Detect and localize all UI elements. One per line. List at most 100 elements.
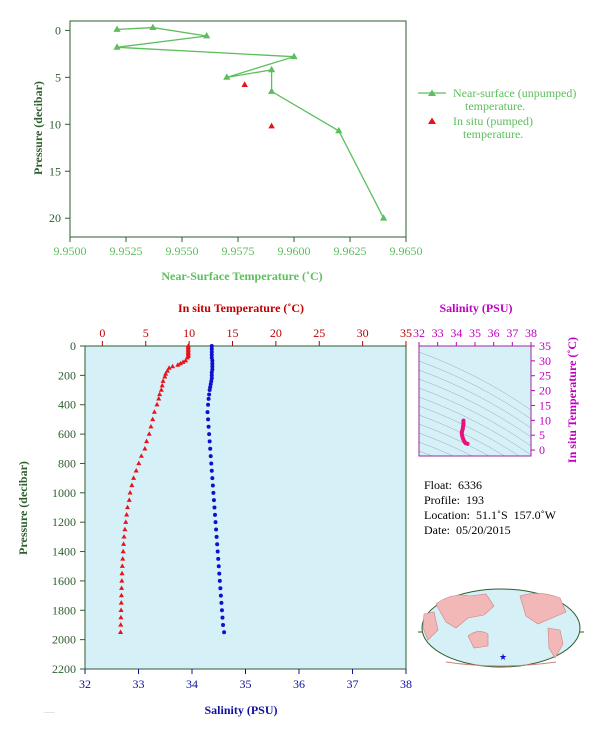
top-y-tick-label: 15 [49,164,61,178]
near-surface-point [113,43,121,50]
temperature-point [159,382,165,388]
salinity-tick-label: 32 [79,677,91,691]
near-surface-point [113,25,121,32]
near-surface-point [203,32,211,39]
top-y-tick-label: 10 [49,117,61,131]
profile-bottom-axis-label: Salinity (PSU) [204,703,277,717]
salinity-point [217,571,222,576]
temperature-point [118,622,124,627]
top-x-tick-label: 9.9550 [166,244,199,258]
temperature-point [156,396,162,401]
map-land-australia [467,631,489,649]
salinity-point [209,349,214,354]
ts-temp-tick-label: 15 [539,398,551,412]
temperature-point [158,387,164,392]
near-surface-point [268,87,276,94]
world-map: ★ [418,588,584,668]
salinity-point [211,490,216,495]
salinity-point [208,446,213,451]
top-y-axis-label: Pressure (decibar) [31,81,45,175]
salinity-tick-label: 38 [400,677,412,691]
salinity-point [221,622,226,627]
temperature-point [160,378,166,383]
temperature-point [120,548,126,554]
temp-tick-label: 10 [183,326,195,340]
salinity-tick-label: 33 [133,677,145,691]
profile-y-axis-label: Pressure (decibar) [16,461,30,555]
density-contour [419,423,490,456]
salinity-point [216,556,221,561]
density-contour [419,369,531,429]
temperature-point [127,490,133,495]
pressure-tick-label: 400 [58,398,76,412]
salinity-point [210,361,215,366]
pressure-tick-label: 0 [70,339,76,353]
temperature-point [121,541,127,546]
temperature-point [170,363,176,369]
ts-salinity-tick-label: 34 [450,326,462,340]
salinity-point [222,630,227,635]
temp-tick-label: 30 [357,326,369,340]
top-x-tick-label: 9.9500 [54,244,87,258]
salinity-point [210,364,215,369]
density-contour [419,441,454,456]
density-contour [419,351,531,411]
map-land-south-america [547,627,564,659]
temperature-point [177,360,183,366]
in-situ-point [241,81,248,88]
temperature-point [150,416,156,422]
salinity-point [209,468,214,473]
density-contour [419,414,506,456]
temperature-point [148,423,154,429]
float-info-block: Float: 6336 Profile: 193 Location: 51.1˚… [424,478,556,538]
ts-temp-tick-label: 35 [539,339,551,353]
ts-salinity-tick-label: 36 [488,326,500,340]
in-situ-point [268,122,275,129]
salinity-point [219,600,224,605]
near-surface-temperature-chart: 9.9500 9.9525 9.9550 9.9575 9.9600 9.9625 9.96… [31,20,576,283]
salinity-point [217,578,222,583]
temperature-point [154,401,160,407]
legend-near-surface-label: Near-surface (unpumped) temperature. [453,86,576,113]
near-surface-point [149,23,157,30]
temperature-point [121,534,127,539]
ts-plot-background [419,346,531,456]
salinity-point [214,527,219,532]
temperature-point [138,453,144,458]
temp-tick-label: 0 [99,326,105,340]
temperature-point [124,512,130,517]
salinity-point [218,593,223,598]
salinity-point [209,346,214,351]
ts-temp-tick-label: 20 [539,384,551,398]
pressure-tick-label: 2200 [52,662,76,676]
salinity-point [206,424,211,429]
salinity-point [215,542,220,547]
pressure-tick-label: 1800 [52,603,76,617]
salinity-point [213,520,218,525]
ts-salinity-tick-label: 37 [506,326,518,340]
ts-salinity-tick-label: 35 [469,326,481,340]
profile-plot-background [85,346,406,669]
salinity-tick-label: 37 [347,677,359,691]
legend-near-surface-marker [428,89,436,96]
top-y-tick-label: 0 [55,23,61,37]
salinity-point [209,352,214,357]
temperature-point [122,526,128,532]
salinity-point [216,564,221,569]
ts-top-axis-label: Salinity (PSU) [439,301,512,315]
temperature-point [184,354,190,360]
salinity-point [220,615,225,620]
salinity-point [207,432,212,437]
pressure-tick-label: 1000 [52,486,76,500]
top-x-tick-label: 9.9650 [390,244,423,258]
temperature-point [118,607,124,612]
temperature-point [119,563,125,568]
near-surface-line [116,26,385,219]
salinity-tick-label: 34 [186,677,198,691]
temperature-point [119,570,125,576]
temperature-point [180,359,186,364]
temperature-point [157,391,163,397]
location: Location: 51.1˚S 157.0˚W [424,508,556,522]
